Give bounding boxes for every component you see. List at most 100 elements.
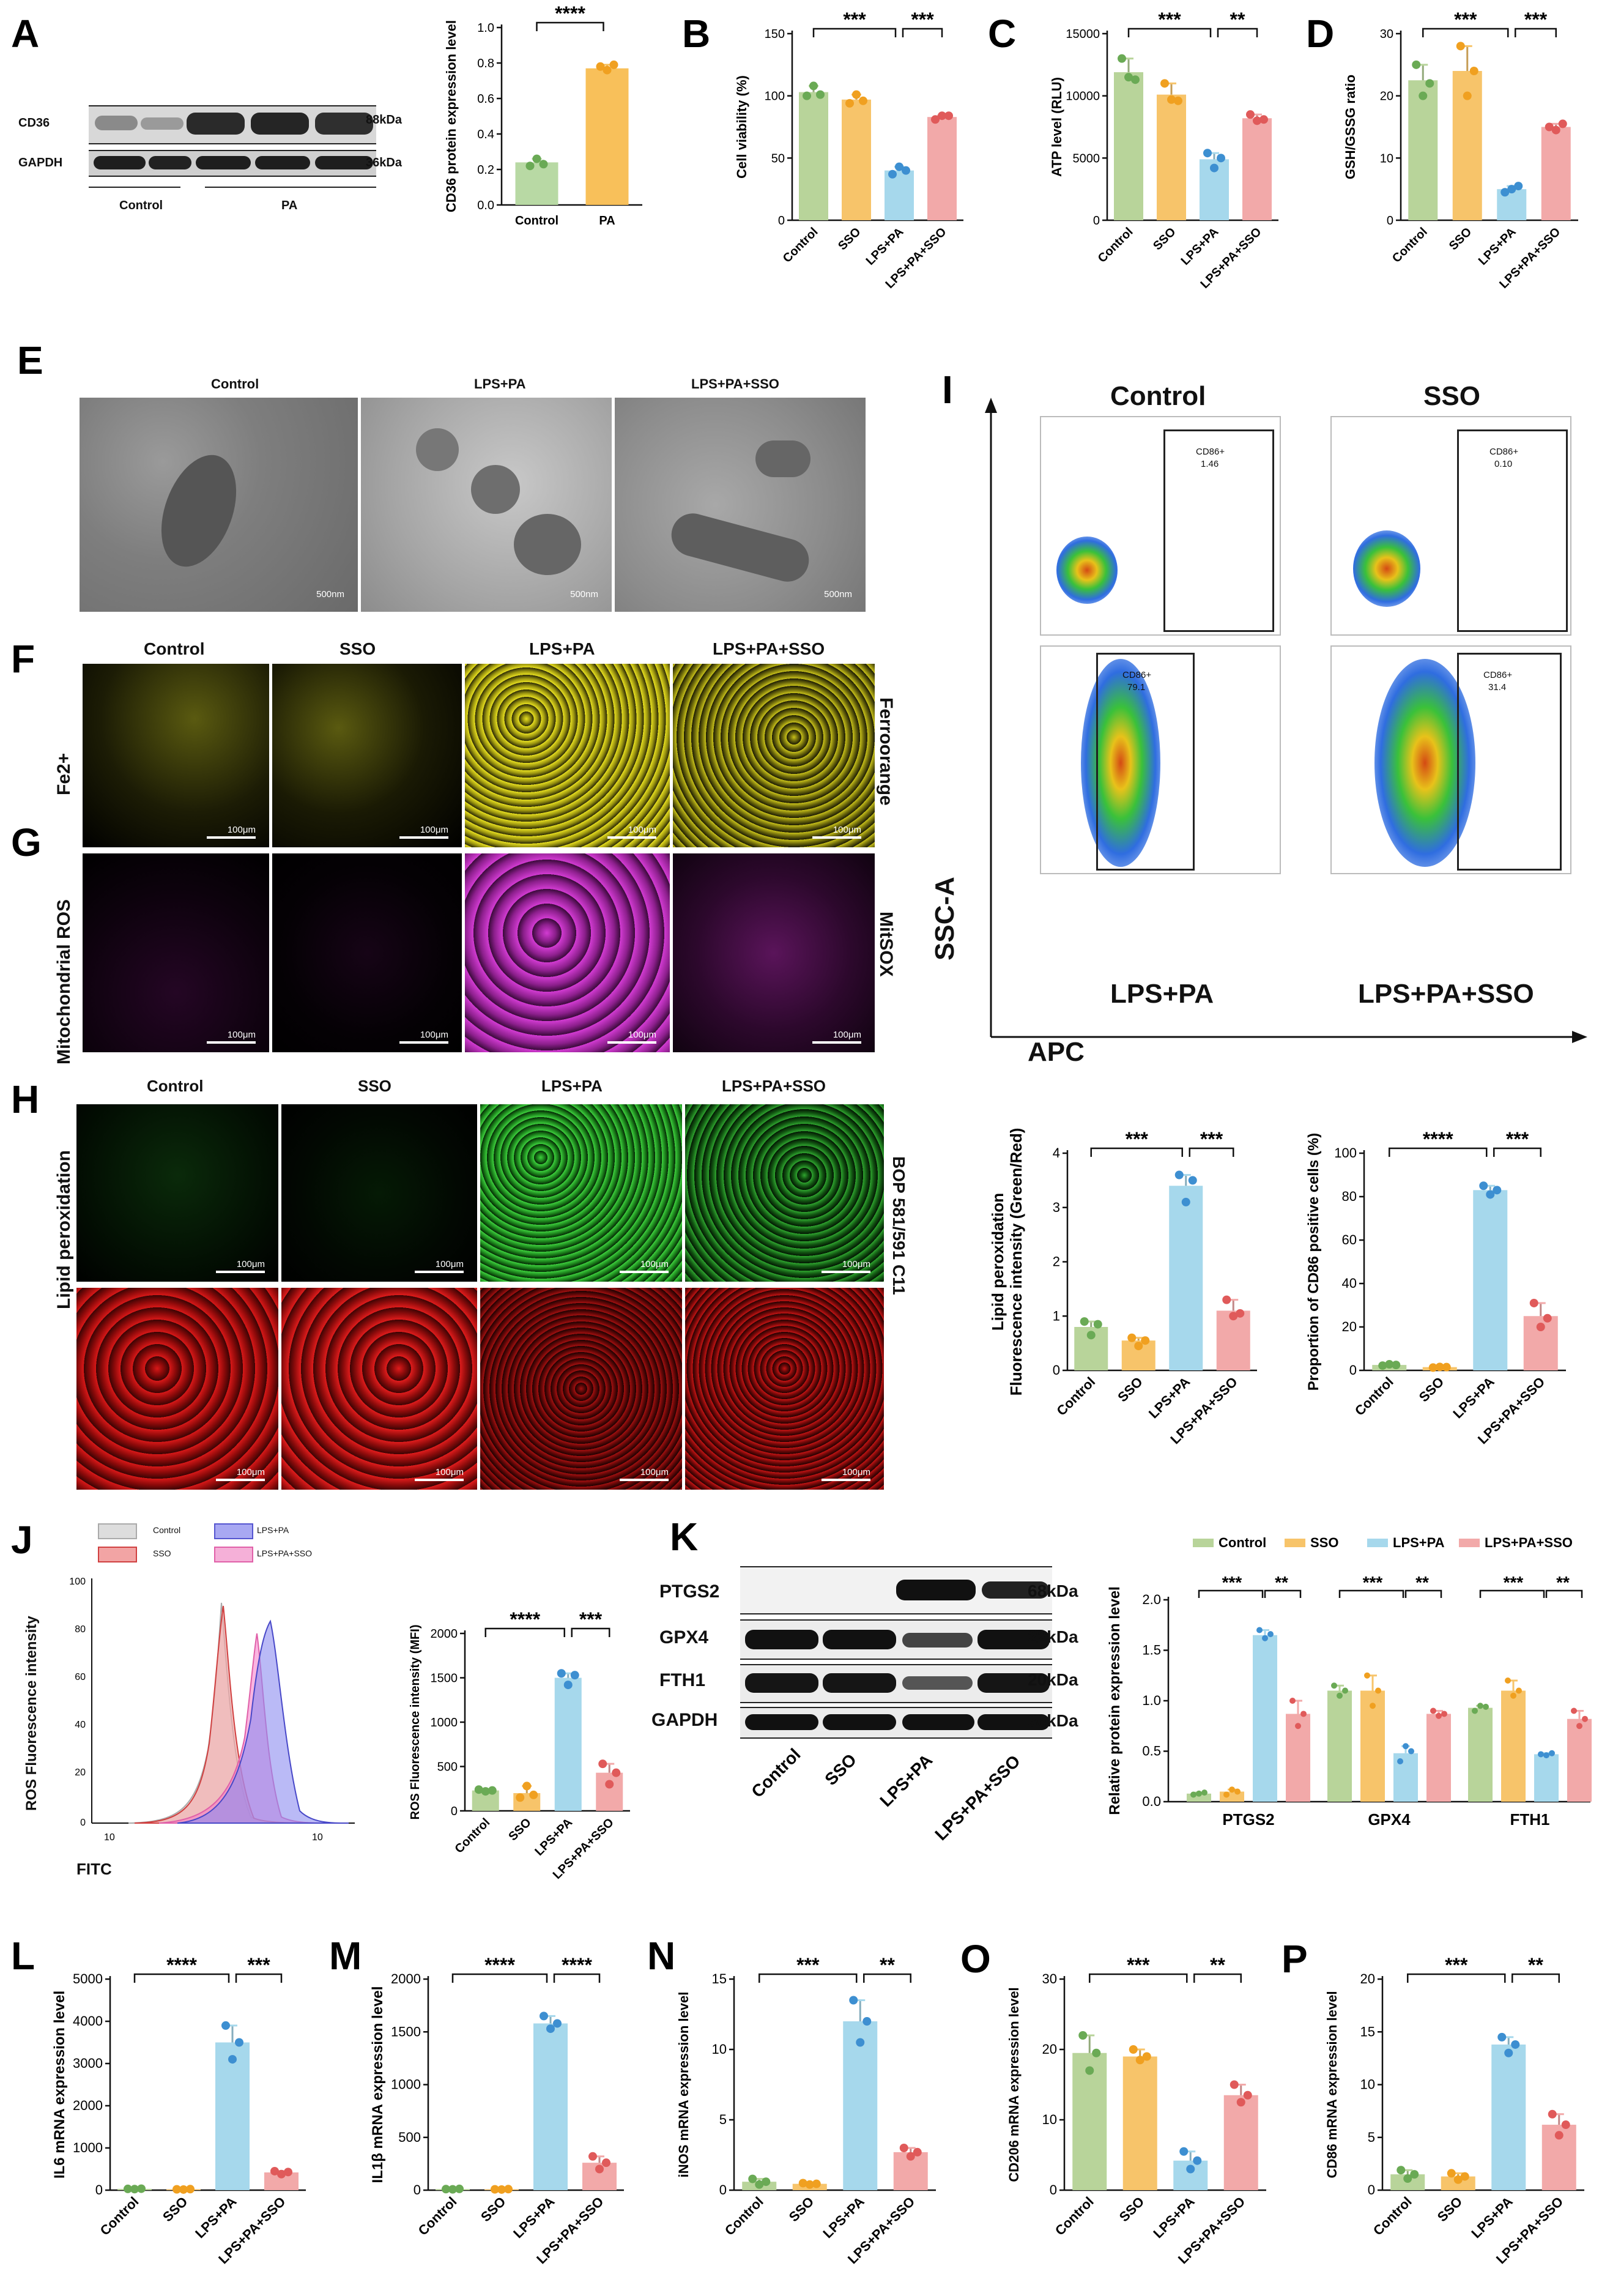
sig-bracket [1389, 1147, 1488, 1157]
data-point [532, 154, 541, 163]
y-tick-label: 1.5 [1142, 1643, 1161, 1658]
x-tick-label: LPS+PA [1450, 1374, 1497, 1422]
y-tick-label: 2 [1053, 1254, 1060, 1269]
y-tick-label: 1 [1053, 1308, 1060, 1323]
tem-image-lpspa: 500nm [361, 398, 612, 612]
x-tick-label: Control [1096, 225, 1136, 266]
i-title-sso: SSO [1423, 381, 1480, 411]
sig-label: *** [1454, 9, 1477, 31]
sig-label: *** [1127, 1954, 1150, 1976]
y-tick-label: 0.0 [477, 199, 494, 212]
chart-cd86-mrna: 0 5 10 15 20 CD86 mRNA expression level Contro… [1324, 1954, 1584, 2267]
data-point [1469, 67, 1478, 75]
blot-a-size-88: 88kDa [366, 113, 402, 127]
sig-bracket [133, 1973, 230, 1983]
panel-letter-l: L [11, 1934, 35, 1978]
data-point [1425, 79, 1434, 88]
sig-bracket [1512, 1973, 1560, 1983]
data-point [1222, 1295, 1231, 1304]
bar-LPS+PA [1491, 2044, 1526, 2190]
data-point [1545, 122, 1554, 132]
sig-label: *** [1524, 9, 1548, 31]
data-point [1160, 79, 1169, 88]
x-tick-label: SSO [478, 2194, 509, 2225]
data-point [1229, 1786, 1235, 1793]
data-point [1236, 1309, 1245, 1318]
tem-scale-control: 500nm [316, 589, 344, 600]
h-scale-gls: 100μm [842, 1259, 870, 1269]
i-gate-val-control: 1.46 [1201, 459, 1219, 469]
bar-FTH1-SSO [1501, 1690, 1526, 1802]
data-point [859, 96, 867, 105]
blot-k: PTGS2 GPX4 FTH1 GAPDH 68kDa 22kDa 20kDa … [648, 1533, 1089, 1838]
i-title-lpspasso: LPS+PA+SSO [1358, 979, 1534, 1009]
y-tick-label: 1000 [73, 2140, 103, 2155]
data-point [602, 2158, 610, 2168]
h-red-sso: 100μm [281, 1288, 477, 1490]
data-point [1262, 1635, 1268, 1641]
data-point [1436, 1712, 1442, 1719]
x-tick-label: LPS+PA [192, 2194, 240, 2242]
data-point [1529, 1298, 1538, 1307]
chart-relative-protein: 0.0 0.5 1.0 1.5 2.0 Relative protein expressi… [1107, 1535, 1592, 1829]
data-point [596, 62, 605, 71]
data-point [1561, 2120, 1570, 2130]
data-point [1295, 1723, 1301, 1729]
g-scale-control: 100μm [227, 1030, 256, 1040]
j-histogram: 100 80 60 40 20 0 10 10 [69, 1577, 355, 1843]
h-green-lpspa: 100μm [480, 1104, 682, 1282]
y-tick-label: 5000 [1073, 152, 1100, 165]
y-tick-label: 40 [1342, 1276, 1357, 1291]
i-plot-lpspa: CD86+ 79.1 [1040, 645, 1281, 874]
data-point [228, 2055, 237, 2064]
y-tick-label: 15000 [1066, 28, 1100, 41]
g-scale-sso: 100μm [420, 1030, 448, 1040]
j-legend: Control LPS+PA SSO LPS+PA+SSO [98, 1523, 343, 1572]
data-point [1193, 2156, 1202, 2165]
blot-a-group-control: Control [119, 199, 163, 212]
data-point [491, 2185, 499, 2194]
data-point [1223, 1791, 1230, 1798]
data-point [1131, 75, 1140, 84]
chart-inos: 0 5 10 15 iNOS mRNA expression level Control S… [676, 1954, 936, 2267]
data-point [1428, 1363, 1437, 1372]
sig-label: **** [1423, 1128, 1453, 1150]
sig-label: *** [579, 1608, 603, 1630]
chart-lipid: 0 1 2 3 4 Lipid peroxidation Fluorescence inte… [989, 1128, 1257, 1447]
sig-bracket [1264, 1589, 1302, 1598]
blot-a-row-gapdh: GAPDH [18, 156, 63, 169]
data-point [1246, 110, 1255, 119]
panel-letter-e: E [17, 338, 43, 382]
bar-GPX4-LPS+PA [1393, 1753, 1418, 1802]
data-point [845, 98, 854, 108]
x-tick-label: LPS+PA [864, 225, 907, 268]
data-point [179, 2185, 188, 2194]
blot-k-col-lpspa: LPS+PA [876, 1750, 936, 1810]
data-point [1181, 1197, 1190, 1206]
tem-label-lpspasso: LPS+PA+SSO [691, 376, 779, 392]
blot-k-col-sso: SSO [821, 1750, 860, 1789]
data-point [1364, 1672, 1370, 1679]
i-gate-lpspa: CD86+ 79.1 [1096, 653, 1195, 871]
y-tick-label: 20 [1380, 90, 1393, 103]
blot-k-fth1 [740, 1664, 1052, 1703]
panel-letter-f: F [11, 637, 35, 681]
data-point [1134, 1342, 1143, 1351]
data-point [1463, 91, 1472, 100]
panel-letter-c: C [988, 12, 1017, 56]
x-tick-label: Control [452, 1816, 492, 1856]
y-tick-label: 0 [719, 2182, 727, 2198]
h-red-control: 100μm [76, 1288, 278, 1490]
data-point [1370, 1703, 1376, 1709]
y-axis-label: CD206 mRNA expression level [1006, 1987, 1022, 2182]
data-point [570, 1671, 579, 1680]
tem-label-control: Control [211, 376, 259, 392]
bar-LPS+PA+SSO [927, 117, 957, 220]
h-right-label: BOP 581/591 C11 [889, 1156, 908, 1295]
data-point [1549, 1750, 1555, 1756]
data-point [1558, 119, 1567, 128]
sig-bracket [1089, 1973, 1188, 1983]
data-point [504, 2185, 513, 2194]
data-point [1289, 1698, 1296, 1704]
y-tick-label: 3000 [73, 2056, 103, 2071]
